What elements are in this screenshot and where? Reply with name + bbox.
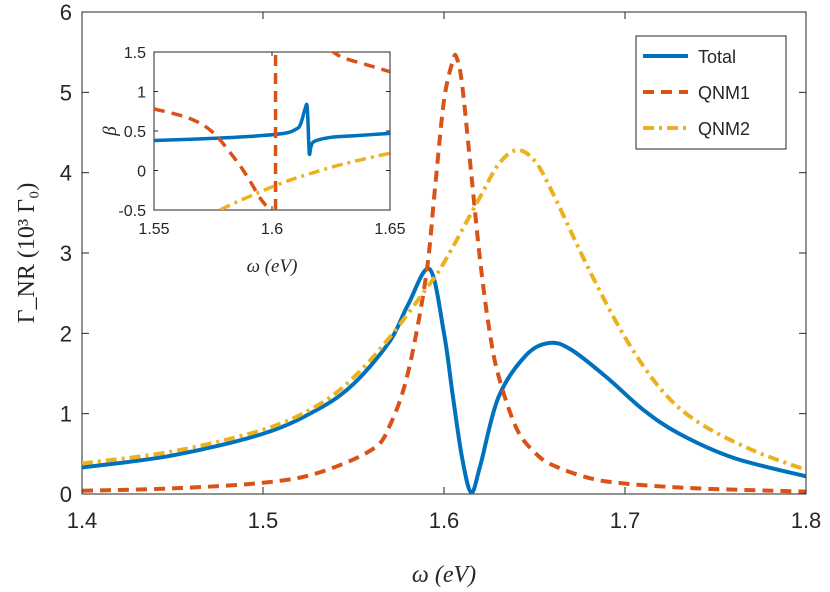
inset-x-tick-label: 1.65 <box>374 221 405 238</box>
main-series-qnm2-line <box>82 148 806 472</box>
main-x-axis-label: ω (eV) <box>412 562 476 588</box>
inset-axes: 1.55 1.6 1.65 -0.5 0 0.5 1 1.5 ω (eV) β <box>100 30 406 304</box>
main-series-qnm1-line <box>82 52 806 494</box>
inset-y-axis-label: β <box>100 126 121 137</box>
main-ticks: 1.4 1.5 1.6 1.7 1.8 0 1 2 3 4 5 6 <box>60 0 822 533</box>
inset-y-tick-label: 1 <box>137 85 146 102</box>
inset-plot-frame <box>153 51 391 211</box>
legend-label-qnm2: QNM2 <box>698 119 750 139</box>
main-x-tick-label: 1.6 <box>429 508 460 533</box>
main-y-tick-label: 2 <box>60 321 72 346</box>
main-y-tick-label: 5 <box>60 80 72 105</box>
main-x-tick-label: 1.7 <box>610 508 641 533</box>
inset-series-qnm1-right-line <box>330 52 390 74</box>
main-series-group <box>82 52 806 494</box>
inset-y-tick-label: 1.5 <box>124 45 146 62</box>
main-series-total-line <box>82 266 806 494</box>
inset-ticks: 1.55 1.6 1.65 -0.5 0 0.5 1 1.5 <box>118 45 405 238</box>
main-x-tick-label: 1.5 <box>248 508 279 533</box>
main-y-tick-label: 1 <box>60 402 72 427</box>
inset-x-tick-label: 1.55 <box>138 221 169 238</box>
legend-label-total: Total <box>698 47 736 67</box>
inset-series-group <box>154 52 390 210</box>
inset-series-qnm1-left-line <box>154 107 272 210</box>
main-y-label-text: Γ_NR (10³ Γ₀) <box>14 183 40 324</box>
main-y-tick-label: 0 <box>60 482 72 507</box>
main-y-axis-label: Γ_NR (10³ Γ₀) <box>14 183 40 324</box>
main-x-label-omega: ω (eV) <box>412 562 476 588</box>
main-x-tick-label: 1.8 <box>791 508 822 533</box>
main-y-tick-label: 6 <box>60 0 72 25</box>
main-y-tick-label: 4 <box>60 161 72 186</box>
inset-x-axis-label: ω (eV) <box>247 256 298 277</box>
inset-y-tick-label: 0 <box>137 164 146 181</box>
inset-series-qnm2-line <box>219 151 390 210</box>
main-y-tick-label: 3 <box>60 241 72 266</box>
inset-y-tick-label: 0.5 <box>124 124 146 141</box>
legend: Total QNM1 QNM2 <box>635 35 787 150</box>
main-x-tick-label: 1.4 <box>67 508 98 533</box>
inset-x-tick-label: 1.6 <box>261 221 283 238</box>
inset-x-label-omega: ω (eV) <box>247 256 298 277</box>
legend-label-qnm1: QNM1 <box>698 83 750 103</box>
inset-y-tick-label: -0.5 <box>118 203 146 220</box>
inset-series-total-line <box>154 102 390 157</box>
